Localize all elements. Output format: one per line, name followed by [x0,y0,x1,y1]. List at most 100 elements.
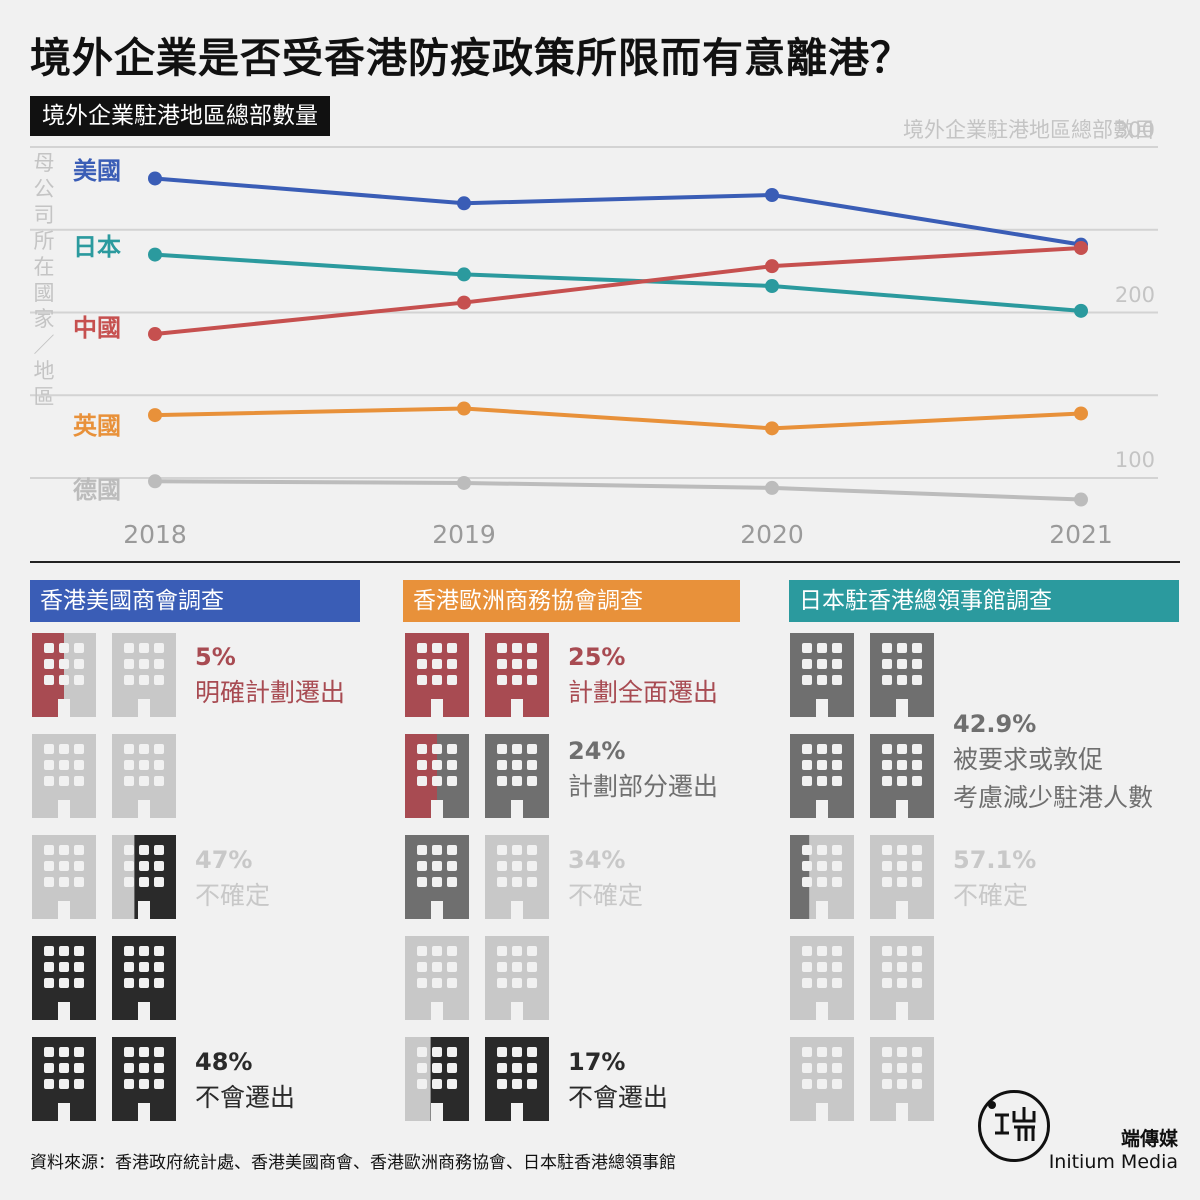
stat-label: 計劃部分遷出 [568,772,719,801]
y-tick-label: 200 [1115,283,1155,307]
building-icon [405,936,469,1020]
data-point [765,279,779,294]
chart-subtitle: 境外企業駐港地區總部數量 [30,96,330,136]
data-point [148,327,162,342]
country-axis-label: 母公司所在國家／地區 [33,151,55,409]
data-point [148,171,162,186]
building-icon [32,633,96,717]
building-icon [485,633,549,717]
logo-glyph-icon [988,1101,1036,1141]
stat-amcham-stay: 48% 不會遷出 [195,1045,295,1117]
x-tick-label: 2020 [740,520,804,549]
stat-label: 不確定 [568,881,644,910]
stat-percent: 5% [195,643,236,671]
stat-label: 不確定 [195,881,271,910]
stat-label: 明確計劃遷出 [195,678,346,707]
data-point [765,421,779,436]
building-icon [870,936,934,1020]
data-point [457,196,471,211]
stat-label-line2: 考慮減少駐港人數 [953,783,1154,812]
data-point [457,295,471,310]
stat-eurocham-full-relocate: 25% 計劃全面遷出 [568,640,718,712]
series-label: 日本 [73,233,121,261]
building-icon [790,936,854,1020]
stat-percent: 42.9% [953,710,1037,738]
building-icon [405,734,469,818]
building-icon [870,835,934,919]
stat-eurocham-partial-relocate: 24% 計劃部分遷出 [568,734,718,806]
building-icon [790,835,854,919]
series-label: 中國 [73,314,121,342]
data-point [457,401,471,416]
series-line-2 [154,245,1082,337]
stat-japan-uncertain: 57.1% 不確定 [953,843,1036,915]
building-icon [112,835,176,919]
data-point [765,187,779,202]
y-tick-label: 100 [1115,448,1155,472]
building-icon [870,1037,934,1121]
building-icon [790,633,854,717]
building-icon [870,633,934,717]
building-icon [32,734,96,818]
building-icon [870,734,934,818]
stat-percent: 24% [568,737,626,765]
initium-logo [978,1090,1050,1162]
building-icon [485,835,549,919]
data-point [148,474,162,489]
building-icon [405,633,469,717]
survey-title-japan-consulate: 日本駐香港總領事館調查 [789,580,1179,622]
stat-label: 計劃全面遷出 [568,678,719,707]
stat-eurocham-uncertain: 34% 不確定 [568,843,643,915]
source-note: 資料來源：香港政府統計處、香港美國商會、香港歐洲商務協會、日本駐香港總領事館 [30,1153,676,1173]
series-line-1 [154,252,1082,313]
stat-percent: 47% [195,846,253,874]
stat-japan-reduce-staff: 42.9% 被要求或敦促 考慮減少駐港人數 [953,707,1153,817]
building-icon [790,734,854,818]
stat-label: 不會遷出 [568,1083,669,1112]
stat-percent: 34% [568,846,626,874]
building-icon [790,1037,854,1121]
stat-label: 不確定 [953,881,1029,910]
survey-title-eurocham: 香港歐洲商務協會調查 [403,580,740,622]
building-icon [405,1037,469,1121]
data-point [148,247,162,262]
stat-label: 不會遷出 [195,1083,296,1112]
stat-eurocham-stay: 17% 不會遷出 [568,1045,668,1117]
series-label: 英國 [73,412,121,440]
brand-name-en: Initium Media [1048,1151,1178,1173]
building-icon [112,936,176,1020]
brand-name-cn: 端傳媒 [1120,1128,1178,1150]
survey-title-amcham: 香港美國商會調查 [30,580,360,622]
building-icon [32,835,96,919]
stat-percent: 17% [568,1048,626,1076]
stat-label: 被要求或敦促 [953,745,1104,774]
building-icon [485,734,549,818]
building-icon [485,1037,549,1121]
section-divider [30,561,1180,563]
stat-amcham-relocate: 5% 明確計劃遷出 [195,640,345,712]
building-icon [405,835,469,919]
series-line-4 [154,479,1082,502]
building-icon [112,633,176,717]
series-line-3 [154,406,1082,431]
stat-percent: 48% [195,1048,253,1076]
data-point [1074,240,1088,255]
building-icon [485,936,549,1020]
x-tick-label: 2019 [432,520,496,549]
stat-percent: 57.1% [953,846,1037,874]
data-point [457,267,471,282]
stat-percent: 25% [568,643,626,671]
data-point [1074,303,1088,318]
data-point [765,259,779,274]
x-tick-label: 2018 [123,520,187,549]
series-label: 德國 [73,476,121,504]
y-tick-label: 300 [1115,118,1155,142]
page-title: 境外企業是否受香港防疫政策所限而有意離港？ [30,34,912,82]
data-point [148,408,162,423]
series-label: 美國 [73,157,121,185]
data-point [457,475,471,490]
data-point [765,480,779,495]
building-icon [112,1037,176,1121]
data-point [1074,406,1088,421]
